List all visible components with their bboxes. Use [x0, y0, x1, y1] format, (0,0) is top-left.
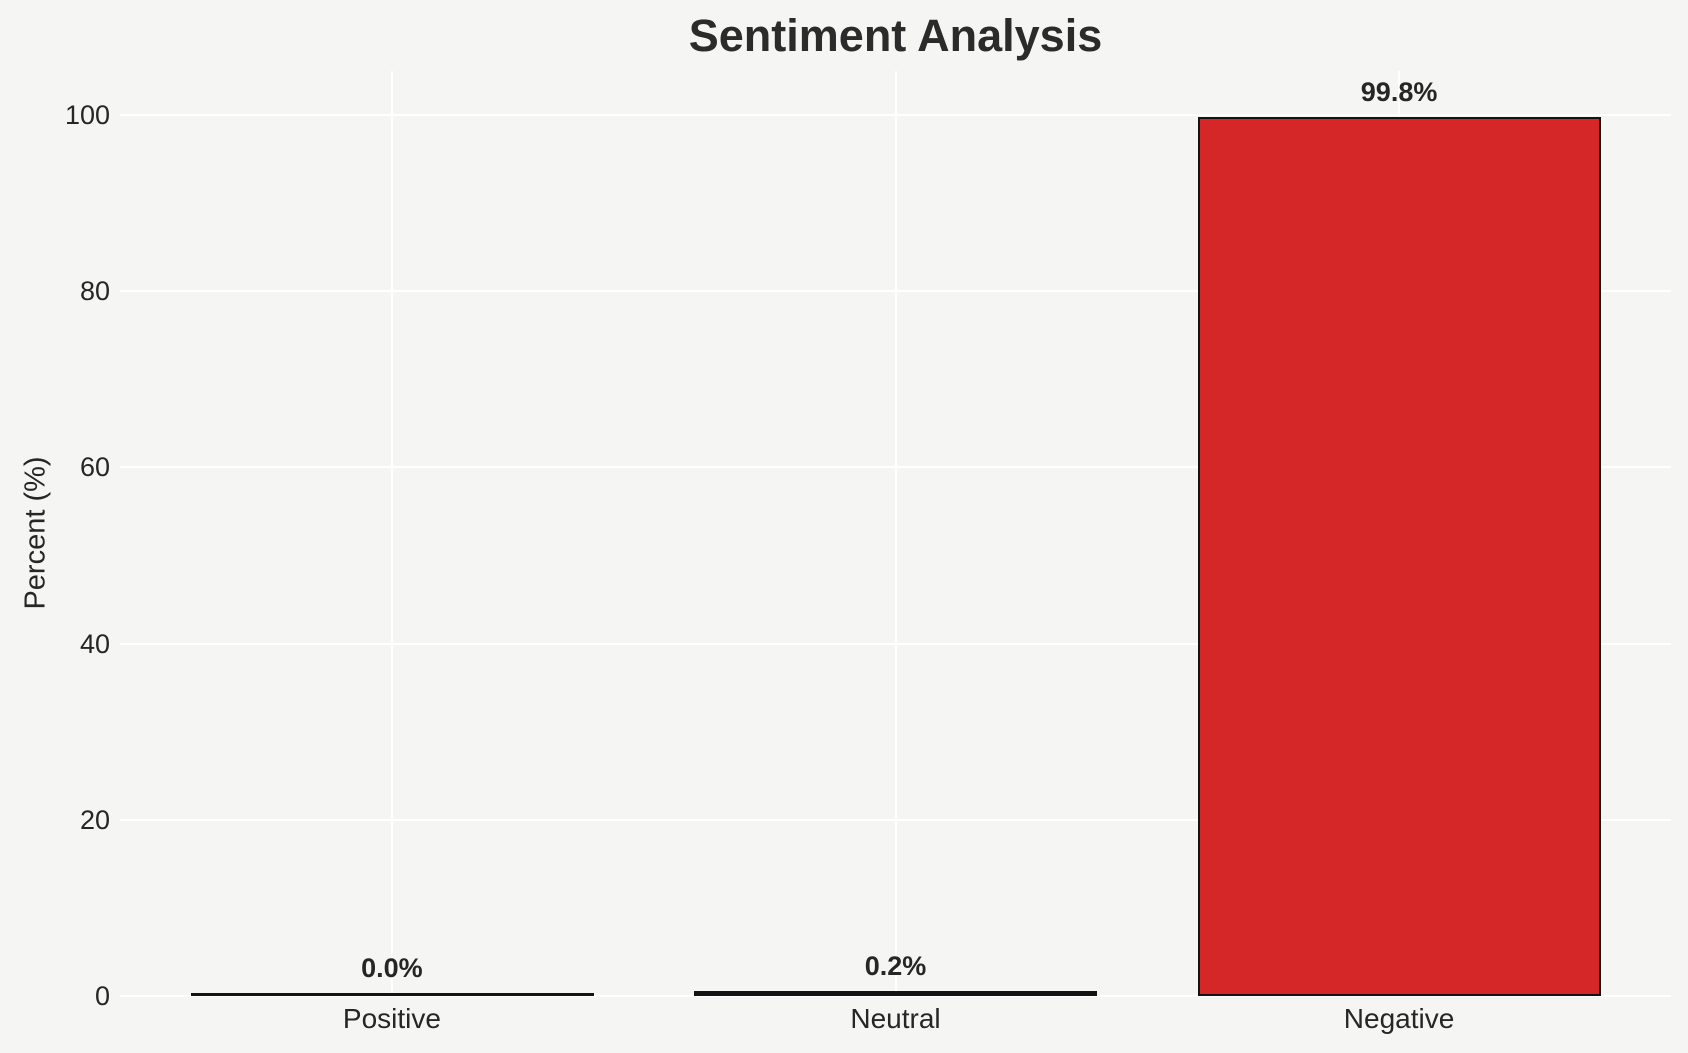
x-tick-label-positive: Positive [342, 1003, 441, 1034]
y-tick-label-80: 80 [79, 276, 110, 307]
gridline-v-positive [390, 71, 393, 996]
chart-title: Sentiment Analysis [688, 10, 1103, 61]
y-tick-label-40: 40 [79, 628, 110, 659]
y-tick-label-100: 100 [64, 100, 110, 131]
y-tick-label-0: 0 [94, 981, 110, 1011]
gridline-h-0 [120, 995, 1671, 997]
bar-neutral [694, 991, 1098, 996]
gridline-v-neutral [894, 71, 897, 996]
x-tick-label-neutral: Neutral [850, 1003, 941, 1034]
y-tick-label-60: 60 [79, 452, 110, 483]
bar-negative [1197, 117, 1601, 996]
plot-area [120, 71, 1671, 997]
y-tick-label-20: 20 [79, 804, 110, 835]
x-tick-label-negative: Negative [1343, 1003, 1455, 1034]
value-label-positive: 0.0% [361, 953, 423, 983]
bar-positive [190, 993, 594, 996]
value-label-negative: 99.8% [1360, 77, 1438, 107]
value-label-neutral: 0.2% [864, 951, 927, 981]
